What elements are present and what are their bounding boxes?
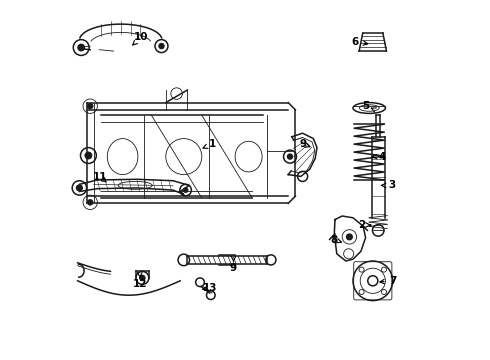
Text: 11: 11 [93,172,107,182]
Circle shape [159,44,164,49]
Text: 9: 9 [230,263,237,273]
Text: 7: 7 [390,276,397,286]
Circle shape [183,188,188,192]
Text: 3: 3 [388,180,395,190]
Circle shape [346,234,352,240]
Text: 12: 12 [133,279,147,289]
Text: 8: 8 [331,235,338,245]
Circle shape [87,103,93,109]
Circle shape [288,154,293,159]
Circle shape [140,275,145,280]
Text: 1: 1 [209,139,216,149]
Circle shape [78,44,84,51]
Circle shape [85,152,92,159]
Circle shape [87,199,93,205]
Text: 2: 2 [358,220,365,230]
Text: 5: 5 [362,101,369,111]
Text: 6: 6 [351,37,359,47]
Text: 4: 4 [379,152,386,162]
Text: 13: 13 [203,283,218,293]
Circle shape [76,185,82,191]
Text: 10: 10 [133,32,148,42]
Text: 9: 9 [299,139,306,149]
